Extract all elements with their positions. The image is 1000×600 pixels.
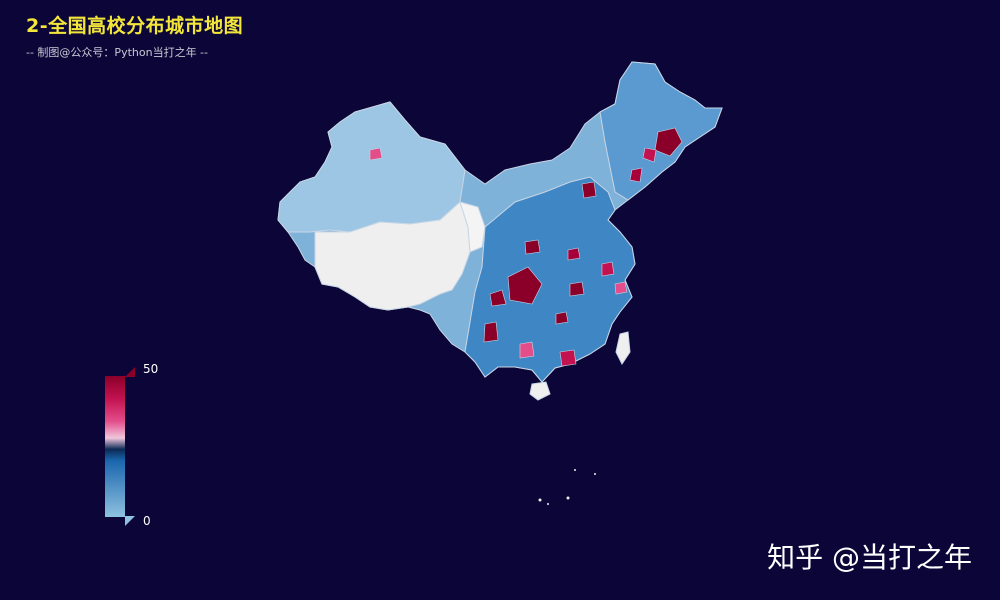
hotspot-chongqing[interactable]: [489, 289, 507, 307]
hotspot-guangzhou[interactable]: [559, 349, 577, 367]
hainan-region[interactable]: [529, 381, 551, 401]
legend-min-handle[interactable]: [125, 516, 135, 526]
tibet-region[interactable]: [314, 201, 471, 311]
hotspot-changsha[interactable]: [555, 311, 569, 325]
hotspot-urumqi[interactable]: [369, 147, 383, 161]
island-dot: [594, 473, 596, 475]
hotspot-beijing[interactable]: [581, 181, 597, 199]
legend-min-label: 0: [143, 514, 151, 528]
watermark: 知乎 @当打之年: [767, 541, 972, 574]
taiwan-region[interactable]: [615, 331, 631, 365]
hotspot-zhengzhou[interactable]: [567, 247, 581, 261]
hotspot-wuhan[interactable]: [569, 281, 585, 297]
hotspot-xian[interactable]: [524, 239, 541, 255]
hotspot-nanjing[interactable]: [601, 261, 615, 277]
map-subtitle: -- 制图@公众号：Python当打之年 --: [26, 46, 208, 59]
china-city-map[interactable]: [270, 52, 740, 512]
map-title: 2-全国高校分布城市地图: [26, 15, 244, 37]
island-dot: [574, 469, 576, 471]
island-dot: [547, 503, 549, 505]
island-dot: [566, 496, 570, 500]
hotspot-chengdu[interactable]: [507, 266, 543, 305]
hotspot-shenyang[interactable]: [629, 167, 643, 183]
xinjiang-region[interactable]: [277, 101, 466, 233]
hotspot-nanning[interactable]: [519, 341, 535, 359]
visual-map-legend: [105, 376, 125, 517]
hotspot-hangzhou[interactable]: [614, 281, 628, 295]
legend-max-handle[interactable]: [125, 367, 135, 377]
hotspot-harbin[interactable]: [654, 127, 683, 157]
legend-max-label: 50: [143, 362, 159, 376]
island-dot: [538, 498, 542, 502]
hotspot-changchun[interactable]: [642, 147, 657, 163]
east-central-region[interactable]: [464, 176, 636, 383]
hotspot-kunming[interactable]: [483, 321, 499, 343]
qinghai-region[interactable]: [459, 201, 486, 253]
